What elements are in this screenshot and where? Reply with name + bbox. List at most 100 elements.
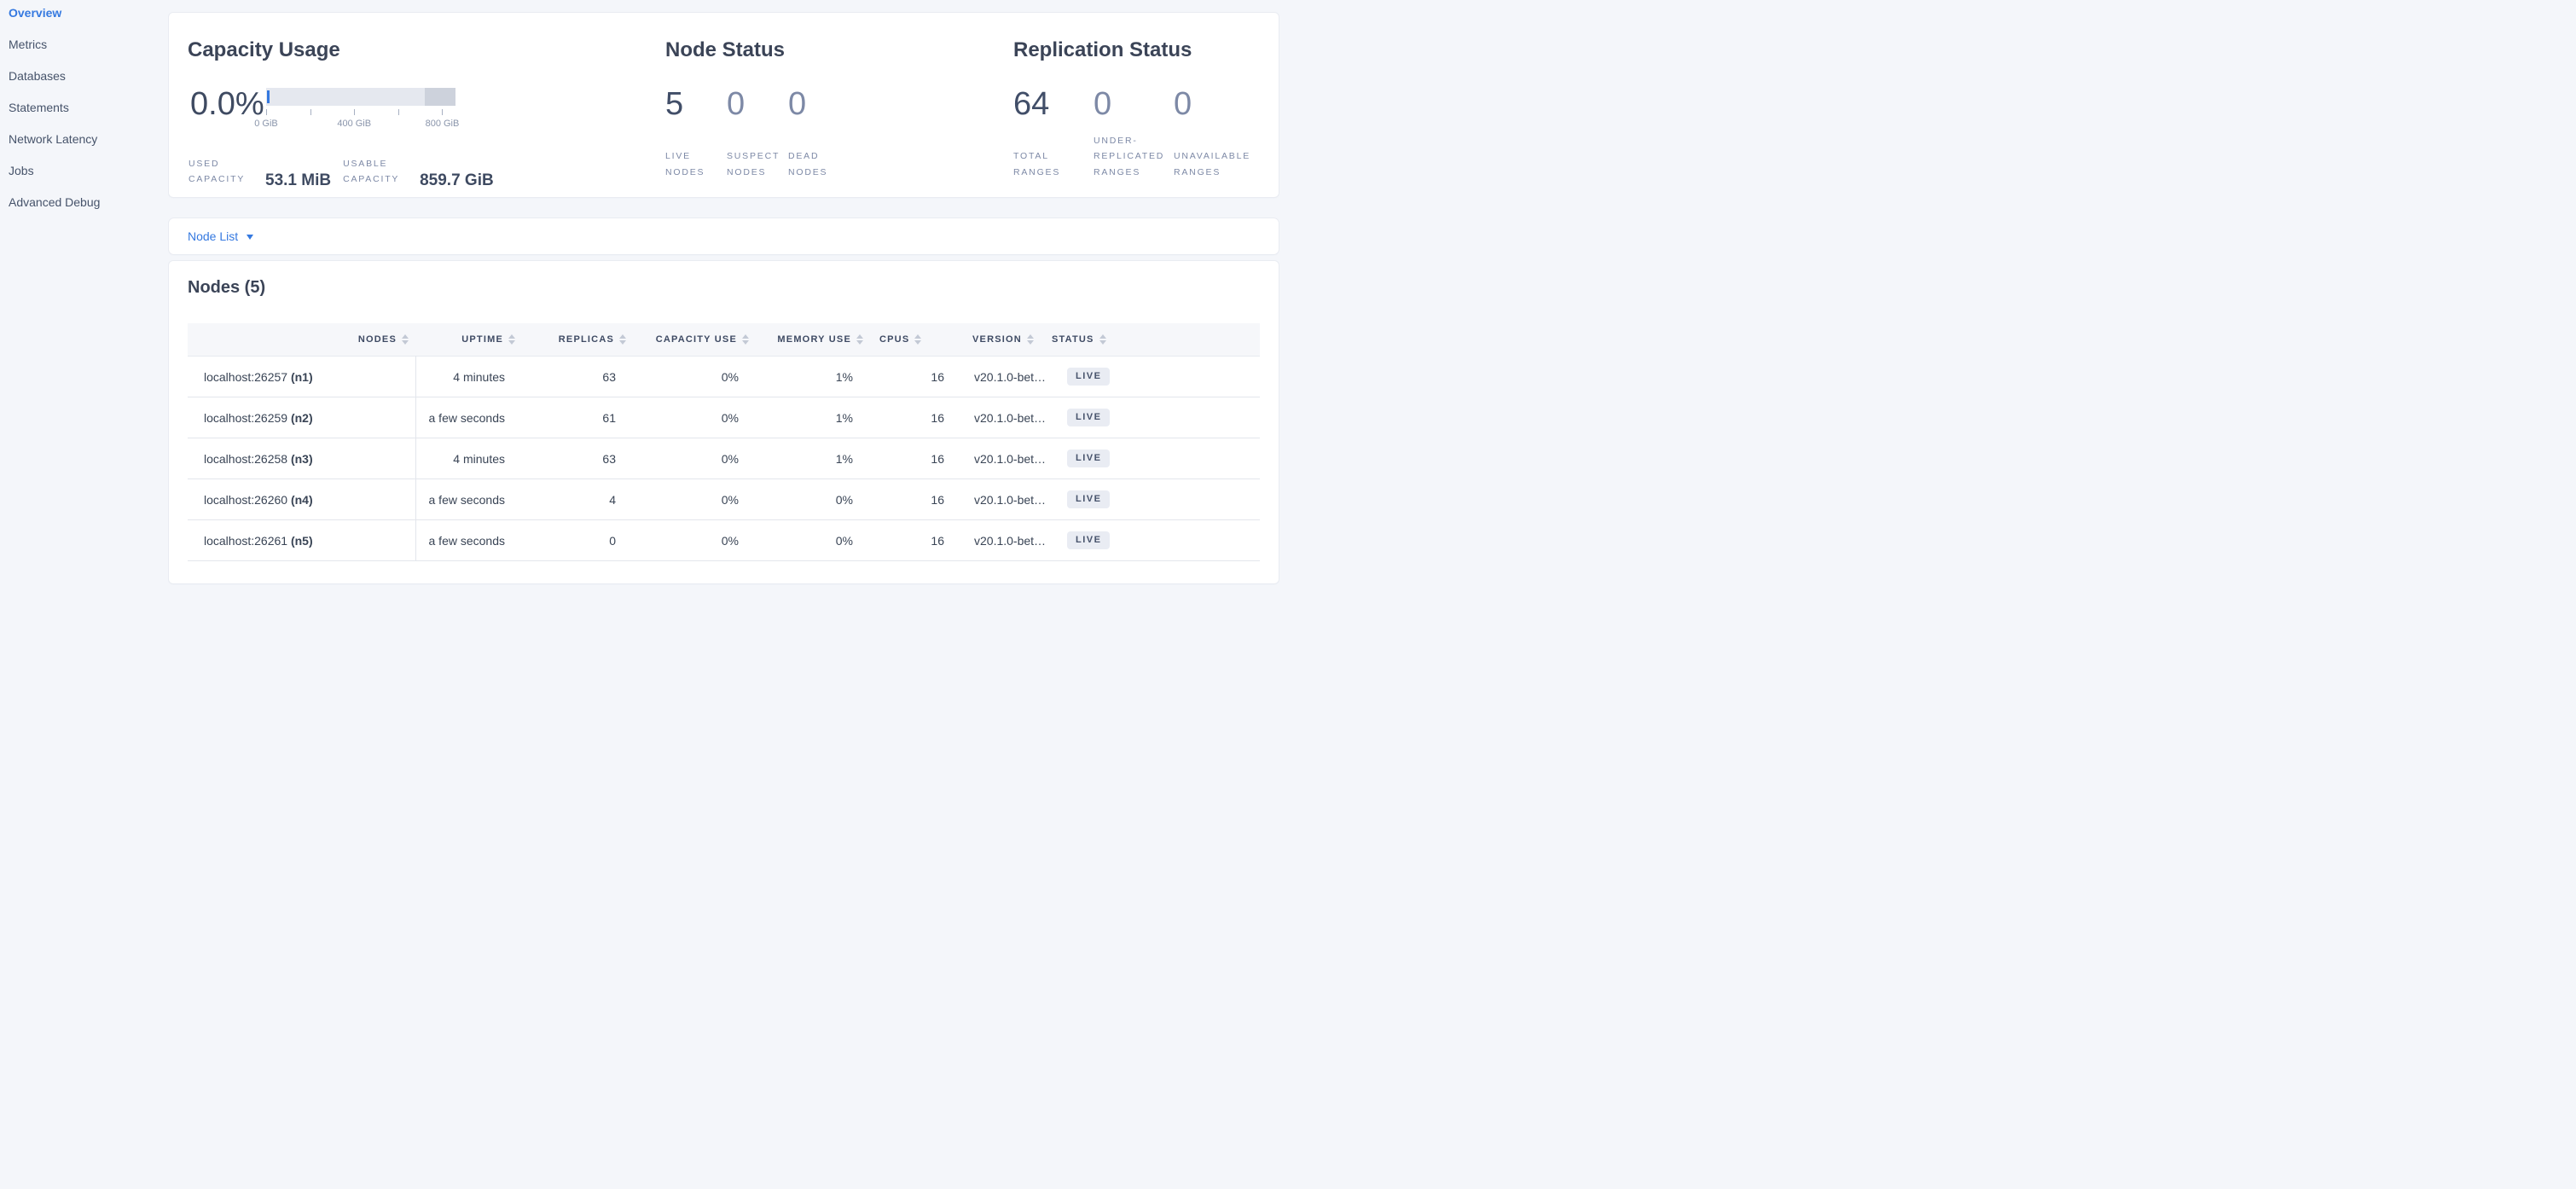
sidebar-item[interactable]: Overview <box>0 0 169 26</box>
capacity-bar-used-marker <box>267 90 270 103</box>
db-console-overview-page: Overview Metrics Databases Statements Ne… <box>0 0 1288 594</box>
version-cell: v20.1.0-bet… <box>961 438 1052 479</box>
version-cell: v20.1.0-bet… <box>961 397 1052 438</box>
node-row[interactable]: localhost:26257 (n1) 4 minutes 63 0% 1% … <box>188 356 1260 397</box>
node-address-cell: localhost:26260 (n4) <box>188 478 416 520</box>
capacity-use-cell: 0% <box>633 478 756 520</box>
status-cell: LIVE <box>1052 478 1260 520</box>
uptime-cell: a few seconds <box>415 478 522 520</box>
node-id: (n1) <box>290 369 313 384</box>
sidebar-item-label: Network Latency <box>9 132 98 146</box>
sidebar-item[interactable]: Metrics <box>0 32 169 57</box>
view-selector-card: Node List <box>169 218 1279 254</box>
node-row[interactable]: localhost:26259 (n2) a few seconds 61 0%… <box>188 397 1260 438</box>
axis-tick-label: 400 GiB <box>337 119 372 129</box>
column-header[interactable]: NODES <box>188 323 415 357</box>
column-header[interactable]: CAPACITY USE <box>633 323 756 357</box>
stat-column: 0 DEAD NODES <box>788 88 844 180</box>
sidebar-item[interactable]: Jobs <box>0 158 169 183</box>
node-address-cell: localhost:26257 (n1) <box>188 356 416 397</box>
status-cell: LIVE <box>1052 397 1260 438</box>
version-cell: v20.1.0-bet… <box>961 519 1052 561</box>
node-address-link[interactable]: localhost:26261 <box>204 533 288 548</box>
node-id: (n4) <box>290 492 313 507</box>
column-header[interactable]: MEMORY USE <box>756 323 870 357</box>
node-id: (n3) <box>290 451 313 466</box>
replication-status-title: Replication Status <box>1013 38 1192 61</box>
column-header[interactable]: UPTIME <box>415 323 522 357</box>
capacity-bar-other-segment <box>425 88 455 106</box>
cpus-cell: 16 <box>870 397 961 438</box>
uptime-cell: 4 minutes <box>415 438 522 479</box>
memory-use-cell: 1% <box>756 397 870 438</box>
uptime-cell: a few seconds <box>415 519 522 561</box>
nodes-table-card: Nodes (5) NODES <box>169 261 1279 583</box>
sort-arrows-icon <box>619 334 626 345</box>
column-header[interactable]: CPUS <box>870 323 961 357</box>
replicas-cell: 61 <box>522 397 633 438</box>
node-list-dropdown[interactable]: Node List <box>169 218 1279 254</box>
replicas-cell: 63 <box>522 356 633 397</box>
cpus-cell: 16 <box>870 478 961 520</box>
stat-value: 0 <box>727 86 746 122</box>
column-header[interactable]: VERSION <box>961 323 1052 357</box>
status-badge: LIVE <box>1067 408 1111 427</box>
node-status-title: Node Status <box>665 38 786 61</box>
sidebar-item[interactable]: Advanced Debug <box>0 189 169 215</box>
stat-value: 0 <box>1174 86 1192 122</box>
replicas-cell: 0 <box>522 519 633 561</box>
sidebar-item-label: Advanced Debug <box>9 195 101 209</box>
node-address-link[interactable]: localhost:26258 <box>204 451 288 466</box>
replicas-cell: 63 <box>522 438 633 479</box>
sidebar-item[interactable]: Statements <box>0 95 169 120</box>
used-capacity-label: USED CAPACITY <box>189 159 246 185</box>
stat-label: UNDER-REPLICATED RANGES <box>1094 135 1165 177</box>
status-badge: LIVE <box>1067 531 1111 550</box>
column-header[interactable]: REPLICAS <box>522 323 633 357</box>
axis-tick <box>354 109 356 115</box>
node-id: (n2) <box>290 410 313 425</box>
node-status-stats: 5 LIVE NODES 0 SUSPECT NODES 0 DEAD NODE… <box>665 88 844 180</box>
capacity-use-cell: 0% <box>633 438 756 479</box>
stat-label: TOTAL RANGES <box>1013 151 1061 177</box>
capacity-bar-chart: 0 GiB 400 GiB 800 GiB <box>254 88 459 129</box>
cpus-cell: 16 <box>870 356 961 397</box>
stat-value: 5 <box>665 86 684 122</box>
axis-tick-label: 800 GiB <box>425 119 460 129</box>
used-capacity-value: 53.1 MiB <box>265 171 332 189</box>
cpus-cell: 16 <box>870 438 961 479</box>
status-cell: LIVE <box>1052 438 1260 479</box>
sort-arrows-icon <box>508 334 515 345</box>
sort-arrows-icon <box>742 334 749 345</box>
stat-value: 64 <box>1013 86 1050 122</box>
cluster-summary-card: Capacity Usage 0.0% 0 GiB 400 GiB 800 Gi… <box>169 13 1279 197</box>
axis-tick <box>266 109 267 115</box>
stat-label: SUSPECT NODES <box>727 151 780 177</box>
column-header[interactable]: STATUS <box>1052 323 1260 357</box>
node-address-link[interactable]: localhost:26257 <box>204 369 288 384</box>
node-address-cell: localhost:26261 (n5) <box>188 519 416 561</box>
sort-arrows-icon <box>1099 334 1106 345</box>
sort-arrows-icon <box>402 334 409 345</box>
stat-label: DEAD NODES <box>788 151 828 177</box>
node-row[interactable]: localhost:26258 (n3) 4 minutes 63 0% 1% … <box>188 438 1260 479</box>
node-row[interactable]: localhost:26261 (n5) a few seconds 0 0% … <box>188 519 1260 561</box>
sidebar-item-label: Jobs <box>9 164 34 177</box>
sidebar-item[interactable]: Databases <box>0 63 169 89</box>
memory-use-cell: 1% <box>756 356 870 397</box>
capacity-bar-track <box>266 88 455 106</box>
replicas-cell: 4 <box>522 478 633 520</box>
version-cell: v20.1.0-bet… <box>961 356 1052 397</box>
node-id: (n5) <box>290 533 313 548</box>
status-badge: LIVE <box>1067 449 1111 468</box>
capacity-usage-title: Capacity Usage <box>188 38 340 61</box>
node-address-link[interactable]: localhost:26259 <box>204 410 288 425</box>
node-address-link[interactable]: localhost:26260 <box>204 492 288 507</box>
axis-tick <box>442 109 444 115</box>
stat-column: 0 UNAVAILABLE RANGES <box>1174 88 1249 180</box>
sidebar-item-label: Overview <box>9 6 62 20</box>
node-row[interactable]: localhost:26260 (n4) a few seconds 4 0% … <box>188 478 1260 520</box>
sidebar-item[interactable]: Network Latency <box>0 126 169 152</box>
node-list-dropdown-label: Node List <box>188 229 239 243</box>
stat-label: LIVE NODES <box>665 151 705 177</box>
